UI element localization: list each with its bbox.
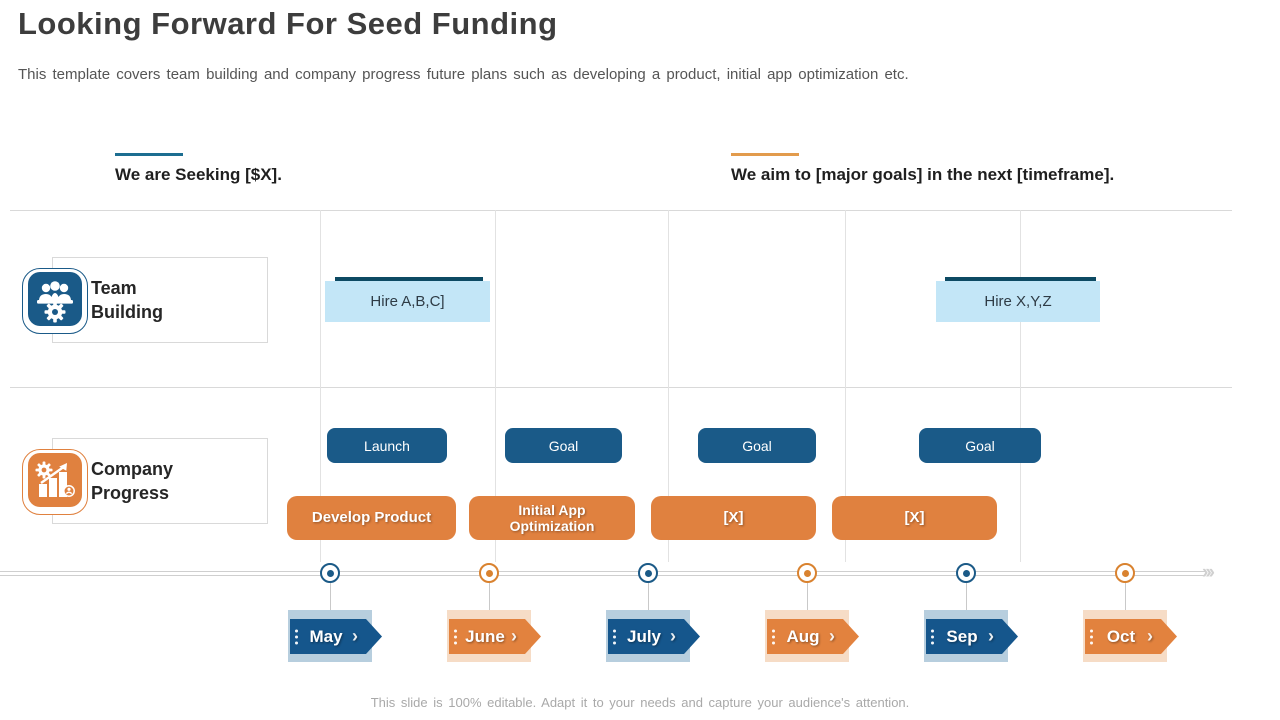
left-header-accent-line: [115, 153, 183, 156]
timeline-dot-oct[interactable]: [1115, 563, 1135, 583]
milestone-launch-button[interactable]: Launch: [327, 428, 447, 463]
milestone-goal-button[interactable]: Goal: [919, 428, 1041, 463]
arrow-dots-decoration: [772, 629, 775, 644]
timeline-tick: [330, 578, 331, 620]
task-initial-app-optimization[interactable]: Initial App Optimization: [469, 496, 635, 540]
hire-box-top-bar: [335, 277, 483, 281]
month-label: July: [626, 626, 662, 646]
month-arrow: Aug ›: [767, 619, 859, 654]
timeline-tick: [1125, 578, 1126, 620]
milestone-label: Goal: [548, 437, 579, 454]
team-people-gear-icon: [28, 271, 82, 331]
milestone-label: Goal: [742, 437, 772, 454]
milestone-goal-button[interactable]: Goal: [698, 428, 816, 463]
growth-chart-gear-icon: [28, 452, 82, 512]
month-oct[interactable]: Oct ›: [1083, 610, 1177, 662]
task-label: Develop Product: [311, 509, 432, 527]
timeline-dot-sep[interactable]: [956, 563, 976, 583]
company-progress-icon-frame: [22, 449, 88, 515]
month-label: June: [465, 626, 505, 646]
arrow-chevron-icon: ›: [1147, 625, 1153, 646]
task-label: Initial App Optimization: [509, 501, 595, 534]
task-x-2[interactable]: [X]: [832, 496, 997, 540]
timeline-tick: [966, 578, 967, 620]
milestone-label: Goal: [965, 437, 995, 454]
arrow-chevron-icon: ›: [670, 625, 676, 646]
team-building-icon-frame: [22, 268, 88, 334]
hire-xyz-label: Hire X,Y,Z: [984, 293, 1052, 310]
page-subtitle: This template covers team building and c…: [18, 66, 909, 83]
timeline-axis: [0, 571, 1205, 576]
team-building-label: Team Building: [91, 277, 163, 322]
timeline-tick: [648, 578, 649, 620]
grid-line-middle: [10, 387, 1232, 388]
left-column-header: We are Seeking [$X].: [115, 165, 282, 184]
month-label: Aug: [786, 626, 820, 646]
grid-line-vertical: [320, 210, 321, 562]
timeline-tick: [489, 578, 490, 620]
task-label: [X]: [904, 509, 925, 527]
timeline-dot-may[interactable]: [320, 563, 340, 583]
milestone-label: Launch: [364, 437, 410, 454]
task-develop-product[interactable]: Develop Product: [287, 496, 456, 540]
month-june[interactable]: June ›: [447, 610, 541, 662]
grid-line-vertical: [1020, 210, 1021, 562]
team-building-row-label-box[interactable]: Team Building: [52, 257, 268, 343]
arrow-dots-decoration: [295, 629, 298, 644]
hire-box-top-bar: [945, 277, 1096, 281]
milestone-goal-button[interactable]: Goal: [505, 428, 622, 463]
timeline-dot-june[interactable]: [479, 563, 499, 583]
timeline-dot-aug[interactable]: [797, 563, 817, 583]
month-label: May: [309, 626, 343, 646]
task-label: [X]: [723, 509, 744, 527]
arrow-chevron-icon: ›: [829, 625, 835, 646]
month-arrow: June ›: [449, 619, 541, 654]
timeline-end-chevrons-icon: ›››: [1202, 562, 1215, 583]
month-arrow: July ›: [608, 619, 700, 654]
footer-note: This slide is 100% editable. Adapt it to…: [370, 695, 910, 710]
right-header-accent-line: [731, 153, 799, 156]
arrow-dots-decoration: [613, 629, 616, 644]
month-arrow: May ›: [290, 619, 382, 654]
task-x-1[interactable]: [X]: [651, 496, 816, 540]
month-arrow: Sep ›: [926, 619, 1018, 654]
grid-line-vertical: [495, 210, 496, 562]
hire-abc-label: Hire A,B,C]: [370, 293, 445, 310]
month-july[interactable]: July ›: [606, 610, 700, 662]
hire-xyz-box[interactable]: Hire X,Y,Z: [936, 281, 1100, 322]
month-label: Sep: [946, 626, 978, 646]
arrow-chevron-icon: ›: [511, 625, 517, 646]
grid-line-vertical: [845, 210, 846, 562]
month-aug[interactable]: Aug ›: [765, 610, 859, 662]
right-column-header: We aim to [major goals] in the next [tim…: [731, 165, 1115, 184]
company-progress-label: Company Progress: [91, 458, 174, 503]
page-title: Looking Forward For Seed Funding: [18, 6, 558, 41]
timeline-dot-july[interactable]: [638, 563, 658, 583]
arrow-dots-decoration: [931, 629, 934, 644]
month-sep[interactable]: Sep ›: [924, 610, 1018, 662]
arrow-dots-decoration: [454, 629, 457, 644]
month-arrow: Oct ›: [1085, 619, 1177, 654]
grid-line-vertical: [668, 210, 669, 562]
month-may[interactable]: May ›: [288, 610, 382, 662]
arrow-chevron-icon: ›: [988, 625, 994, 646]
hire-abc-box[interactable]: Hire A,B,C]: [325, 281, 490, 322]
arrow-dots-decoration: [1090, 629, 1093, 644]
arrow-chevron-icon: ›: [352, 625, 358, 646]
grid-line-top: [10, 210, 1232, 211]
month-label: Oct: [1106, 626, 1136, 646]
company-progress-row-label-box[interactable]: Company Progress: [52, 438, 268, 524]
timeline-tick: [807, 578, 808, 620]
